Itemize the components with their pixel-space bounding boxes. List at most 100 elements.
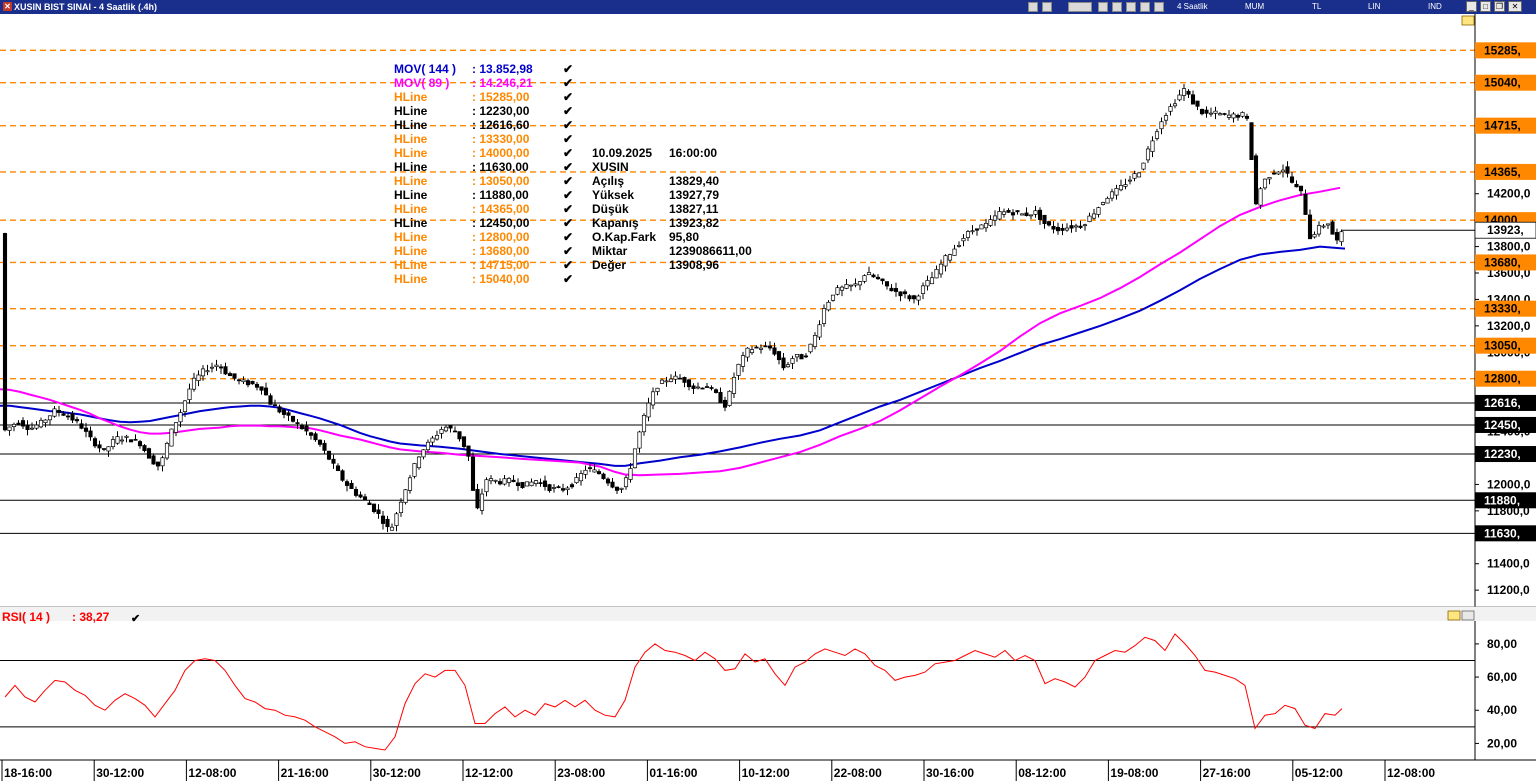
hline-axis-label: 14715, — [1484, 119, 1521, 133]
y-tick-label: 14200,0 — [1487, 187, 1531, 201]
candle-body — [245, 380, 251, 386]
candle — [106, 446, 111, 457]
candle — [610, 477, 615, 489]
candle — [587, 463, 593, 473]
candle — [439, 426, 444, 439]
hline-axis-label: 11630, — [1484, 526, 1520, 540]
candle — [736, 363, 741, 380]
candle-body — [236, 379, 242, 382]
hline-axis-box — [1475, 42, 1536, 59]
candle — [979, 224, 984, 230]
candle-body — [254, 383, 260, 388]
candle-body — [191, 377, 197, 390]
toolbar-icon-6[interactable] — [1126, 2, 1136, 12]
candle — [862, 274, 867, 284]
check-icon[interactable]: ✔ — [563, 90, 574, 104]
check-icon[interactable]: ✔ — [563, 104, 574, 118]
check-icon[interactable]: ✔ — [563, 160, 574, 174]
check-icon[interactable]: ✔ — [563, 132, 574, 146]
candle-body — [101, 448, 107, 450]
candle — [295, 419, 300, 429]
toolbar-icon-7[interactable] — [1140, 2, 1150, 12]
check-icon[interactable]: ✔ — [563, 202, 574, 216]
check-icon[interactable]: ✔ — [563, 216, 574, 230]
candle-body — [673, 375, 678, 380]
candle-body — [520, 482, 525, 489]
candle — [911, 294, 917, 304]
check-icon[interactable]: ✔ — [563, 244, 574, 258]
minimize-button[interactable]: _ — [1466, 1, 1477, 12]
candle — [772, 342, 777, 356]
restore-button[interactable]: ❐ — [1494, 1, 1505, 12]
hline-axis-box — [1475, 370, 1536, 387]
candle — [1307, 209, 1313, 240]
candle — [488, 475, 494, 485]
candle — [236, 378, 242, 385]
hline-axis-label: 15285, — [1484, 43, 1521, 57]
candle-body — [655, 387, 660, 392]
candle — [673, 371, 678, 385]
candle-body — [709, 387, 714, 389]
candle — [209, 362, 215, 373]
candle — [799, 353, 804, 360]
option-scale[interactable]: LIN — [1368, 2, 1381, 11]
check-icon[interactable]: ✔ — [563, 272, 574, 286]
check-icon[interactable]: ✔ — [563, 118, 574, 132]
toolbar-icon-8[interactable] — [1154, 2, 1164, 12]
option-currency[interactable]: TL — [1312, 2, 1322, 11]
candle — [574, 472, 579, 484]
candle-body — [227, 373, 233, 377]
candle — [227, 371, 233, 377]
candle — [700, 387, 705, 390]
candle — [1046, 220, 1052, 227]
candle-body — [1262, 178, 1268, 189]
legend-value: : 11880,00 — [472, 188, 529, 202]
candle-body — [353, 489, 359, 496]
candle — [425, 439, 431, 453]
toolbar-icon-4[interactable] — [1098, 2, 1108, 12]
candle — [493, 479, 498, 484]
check-icon[interactable]: ✔ — [563, 174, 574, 188]
candle-body — [1001, 211, 1007, 215]
candle-body — [889, 287, 894, 292]
option-period[interactable]: 4 Saatlik — [1177, 2, 1208, 11]
check-icon[interactable]: ✔ — [563, 146, 574, 160]
close-button[interactable]: ✕ — [1508, 1, 1522, 12]
candle — [218, 364, 224, 374]
maximize-button[interactable]: □ — [1480, 1, 1491, 12]
check-icon[interactable]: ✔ — [563, 76, 574, 90]
candle-body — [686, 379, 692, 388]
legend-name: MOV( 89 ) — [394, 76, 450, 90]
hline-axis-box — [1475, 446, 1536, 463]
option-chart-type[interactable]: MUM — [1245, 2, 1265, 11]
toolbar-icon-2[interactable] — [1042, 2, 1052, 12]
check-icon[interactable]: ✔ — [563, 62, 574, 76]
candle-body — [272, 404, 278, 407]
candle — [47, 415, 53, 426]
check-icon[interactable]: ✔ — [563, 258, 574, 272]
candle — [569, 482, 575, 489]
toolbar-icon-1[interactable] — [1028, 2, 1038, 12]
candle — [1330, 220, 1335, 235]
candle — [740, 351, 746, 373]
candle — [677, 374, 683, 380]
toolbar-icon-3[interactable] — [1068, 2, 1092, 12]
candle — [434, 430, 440, 441]
check-icon[interactable]: ✔ — [563, 188, 574, 202]
check-icon[interactable]: ✔ — [563, 230, 574, 244]
x-tick-label: 12-08:00 — [1387, 766, 1435, 780]
candle-body — [1154, 131, 1160, 139]
candle-body — [281, 409, 287, 415]
app-icon: ✕ — [3, 2, 12, 11]
legend-value: : 15040,00 — [472, 272, 530, 286]
candle — [1226, 109, 1232, 120]
toolbar-icon-5[interactable] — [1112, 2, 1122, 12]
candle-body — [1028, 214, 1034, 217]
candle — [223, 362, 228, 375]
candle — [1231, 112, 1236, 123]
candle-body — [493, 479, 498, 482]
candle-body — [367, 502, 372, 505]
candle — [169, 428, 174, 447]
option-ind[interactable]: IND — [1428, 2, 1442, 11]
